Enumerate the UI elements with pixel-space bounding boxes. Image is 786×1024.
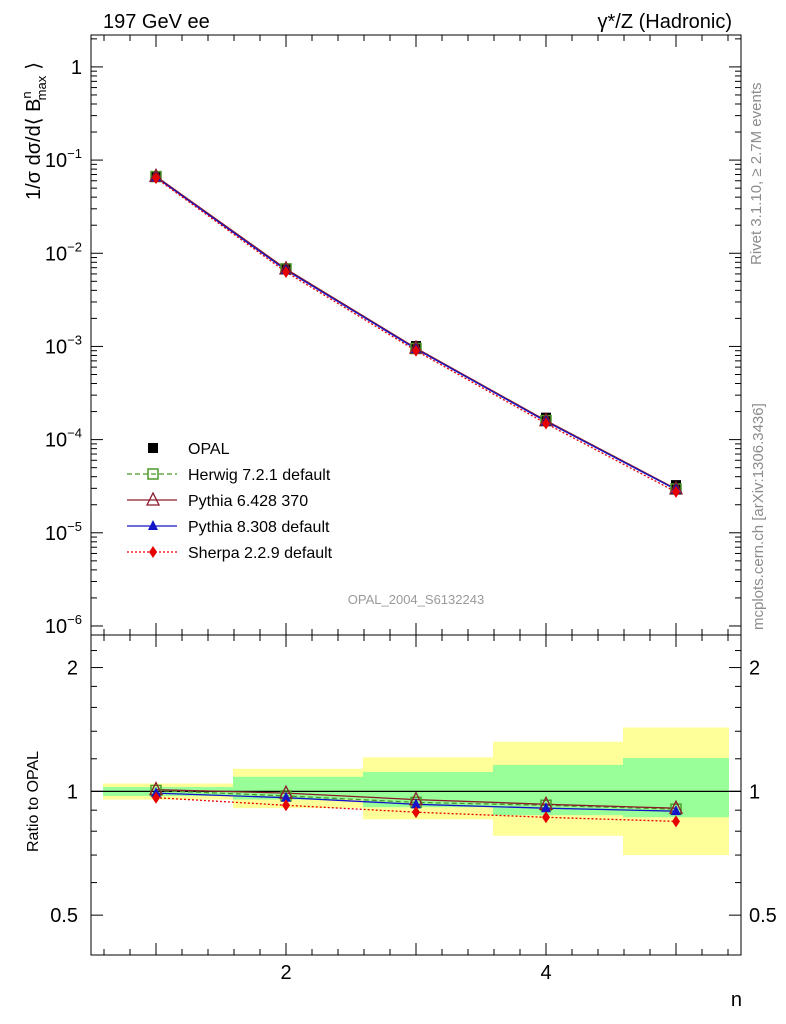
- left-title: 197 GeV ee: [103, 11, 210, 33]
- ratio-series-point-3: [281, 791, 291, 802]
- main-series-point-4: [152, 172, 160, 185]
- main-y-tick-exponent: −3: [67, 332, 82, 347]
- main-y-axis-label-sub: max: [34, 75, 49, 100]
- ratio-y-tick-label-right: 2: [749, 658, 760, 680]
- main-y-tick-base: 10: [45, 523, 67, 545]
- ratio-y-tick-label-left: 2: [67, 658, 78, 680]
- legend-marker-3: [148, 520, 158, 530]
- ratio-series-point-4: [542, 811, 550, 824]
- main-y-tick-label: 1: [71, 57, 82, 79]
- main-y-tick-label: 10−3: [45, 332, 82, 358]
- legend-marker-4: [149, 546, 157, 558]
- ratio-inner-band: [233, 776, 363, 800]
- main-y-tick-exponent: −5: [67, 519, 82, 534]
- main-y-tick-exponent: −1: [67, 146, 82, 161]
- main-y-tick-base: 10: [45, 430, 67, 452]
- ratio-axis-ticks: 2 2 1 1 0.5 0.5 2 4: [50, 635, 777, 984]
- legend-entry-1: Herwig 7.2.1 default: [188, 467, 331, 484]
- main-y-axis-label-close: ⟩: [23, 62, 45, 70]
- main-y-tick-label: 10−4: [45, 426, 82, 452]
- mcplots-label: mcplots.cern.ch [arXiv:1306.3436]: [750, 403, 767, 630]
- ratio-y-tick-label-left: 1: [67, 781, 78, 803]
- ratio-series-point-3: [671, 805, 681, 816]
- ratio-series-point-3: [411, 798, 421, 809]
- main-y-tick-base: 10: [45, 336, 67, 358]
- legend-entry-4: Sherpa 2.2.9 default: [188, 545, 333, 562]
- legend-entry-0: OPAL: [188, 441, 230, 458]
- main-series-line-4: [155, 177, 677, 493]
- ratio-series-point-4: [152, 791, 160, 804]
- right-title: γ*/Z (Hadronic): [598, 11, 732, 33]
- x-tick-label: 4: [540, 962, 551, 984]
- x-axis-label: n: [731, 989, 742, 1011]
- main-y-tick-exponent: −4: [67, 426, 82, 441]
- legend-entry-2: Pythia 6.428 370: [188, 493, 308, 510]
- ratio-series-layer: [148, 781, 684, 828]
- main-y-axis-label-text: 1/σ dσ/d⟨ B: [23, 99, 45, 200]
- main-y-tick-base: 10: [45, 243, 67, 265]
- main-y-tick-base: 10: [45, 150, 67, 172]
- ratio-series-point-4: [282, 799, 290, 812]
- main-series-point-4: [282, 265, 290, 278]
- main-y-tick-label: 10−5: [45, 519, 82, 545]
- x-tick-label: 2: [280, 962, 291, 984]
- main-series-point-4: [412, 344, 420, 357]
- main-series-line-2: [155, 175, 677, 490]
- rivet-label: Rivet 3.1.10, ≥ 2.7M events: [748, 83, 765, 266]
- main-y-tick-base: 10: [45, 616, 67, 638]
- main-y-axis-label: 1/σ dσ/d⟨ Bnmax ⟩: [19, 62, 49, 200]
- main-y-tick-label: 10−1: [45, 146, 82, 172]
- ratio-bands-layer: [91, 727, 741, 856]
- main-y-tick-label: 10−6: [45, 612, 82, 638]
- main-y-tick-exponent: −2: [67, 239, 82, 254]
- ratio-series-point-4: [672, 815, 680, 828]
- ratio-panel-frame: [90, 634, 742, 956]
- ratio-y-axis-label: Ratio to OPAL: [25, 751, 42, 852]
- main-series-point-4: [672, 485, 680, 498]
- analysis-watermark: OPAL_2004_S6132243: [348, 592, 484, 607]
- legend-marker-0: [148, 443, 158, 453]
- main-series-line-3: [155, 176, 677, 491]
- main-y-tick-label: 10−2: [45, 239, 82, 265]
- legend: OPAL Herwig 7.2.1 default Pythia 6.428 370…: [127, 441, 333, 562]
- main-y-tick-base: 1: [71, 57, 82, 79]
- main-axis-ticks: 10−610−510−410−310−210−11: [45, 35, 741, 638]
- main-series-point-4: [542, 417, 550, 430]
- ratio-y-tick-label-right: 0.5: [749, 905, 777, 927]
- legend-entry-3: Pythia 8.308 default: [188, 519, 330, 536]
- ratio-y-tick-label-left: 0.5: [50, 905, 78, 927]
- main-series-layer: [148, 167, 684, 498]
- main-y-axis-label-sup: n: [19, 91, 34, 98]
- legend-marker-2: [145, 491, 161, 506]
- main-y-tick-exponent: −6: [67, 612, 82, 627]
- legend-marker-1: [147, 468, 159, 480]
- ratio-series-point-3: [541, 802, 551, 813]
- main-series-line-1: [155, 176, 677, 490]
- ratio-series-point-4: [412, 806, 420, 819]
- ratio-y-tick-label-right: 1: [749, 781, 760, 803]
